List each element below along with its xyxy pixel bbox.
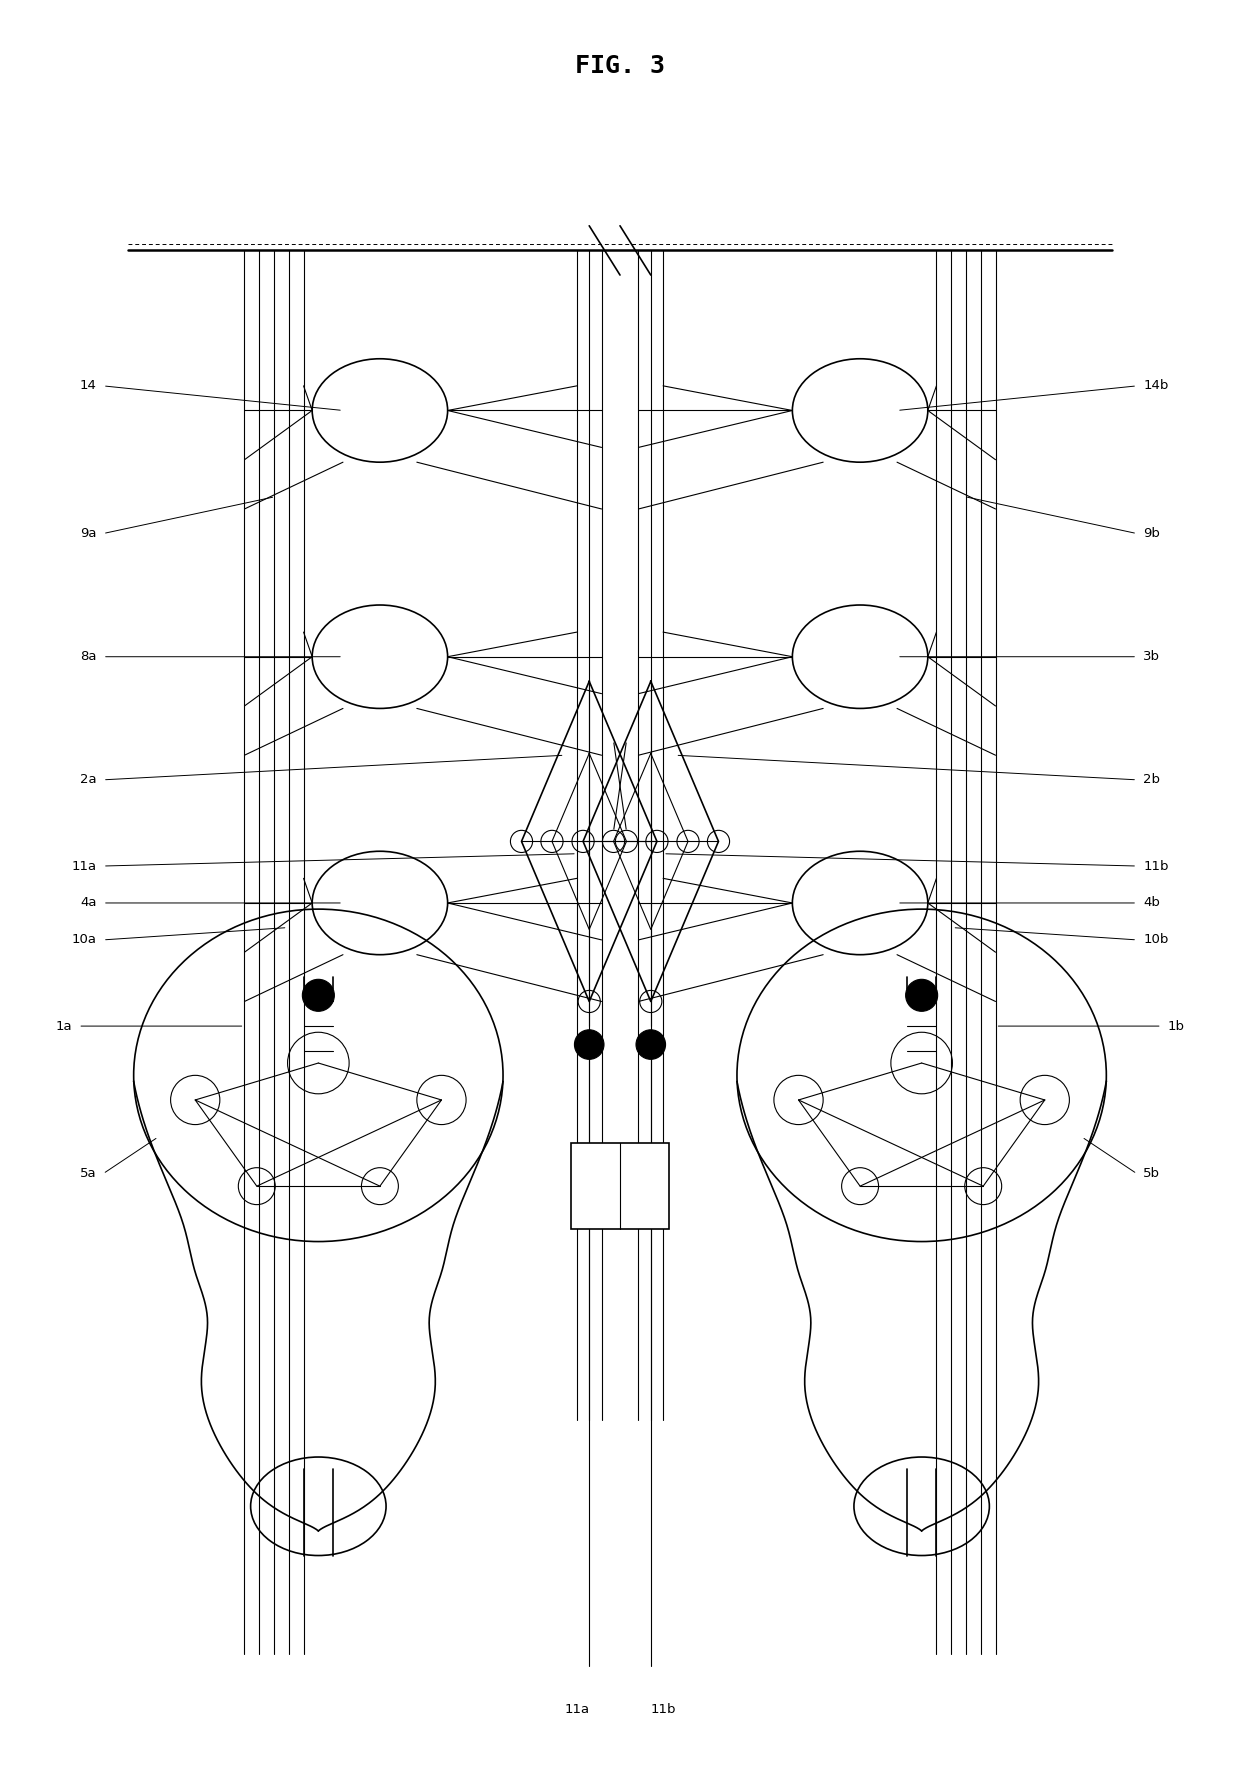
- Text: 9b: 9b: [1143, 527, 1161, 540]
- Text: 11b: 11b: [1143, 860, 1169, 872]
- Ellipse shape: [636, 1030, 666, 1060]
- Text: 8a: 8a: [81, 651, 97, 663]
- Text: 11a: 11a: [72, 860, 97, 872]
- Text: 4a: 4a: [81, 897, 97, 909]
- Text: 5a: 5a: [81, 1168, 97, 1180]
- Text: 2b: 2b: [1143, 773, 1161, 787]
- Text: 9a: 9a: [81, 527, 97, 540]
- Text: 3b: 3b: [1143, 651, 1161, 663]
- Text: 1b: 1b: [1168, 1019, 1185, 1033]
- Text: 14: 14: [79, 379, 97, 393]
- Text: 1a: 1a: [56, 1019, 72, 1033]
- Text: 5b: 5b: [1143, 1168, 1161, 1180]
- Text: 14b: 14b: [1143, 379, 1168, 393]
- Text: 4b: 4b: [1143, 897, 1161, 909]
- Text: 11b: 11b: [650, 1704, 676, 1716]
- Text: 11a: 11a: [564, 1704, 589, 1716]
- Text: 10a: 10a: [72, 934, 97, 946]
- Text: 10b: 10b: [1143, 934, 1168, 946]
- Text: 2a: 2a: [81, 773, 97, 787]
- Ellipse shape: [574, 1030, 604, 1060]
- Bar: [570, 1143, 670, 1229]
- Text: FIG. 3: FIG. 3: [575, 53, 665, 78]
- Ellipse shape: [303, 980, 335, 1012]
- Ellipse shape: [905, 980, 937, 1012]
